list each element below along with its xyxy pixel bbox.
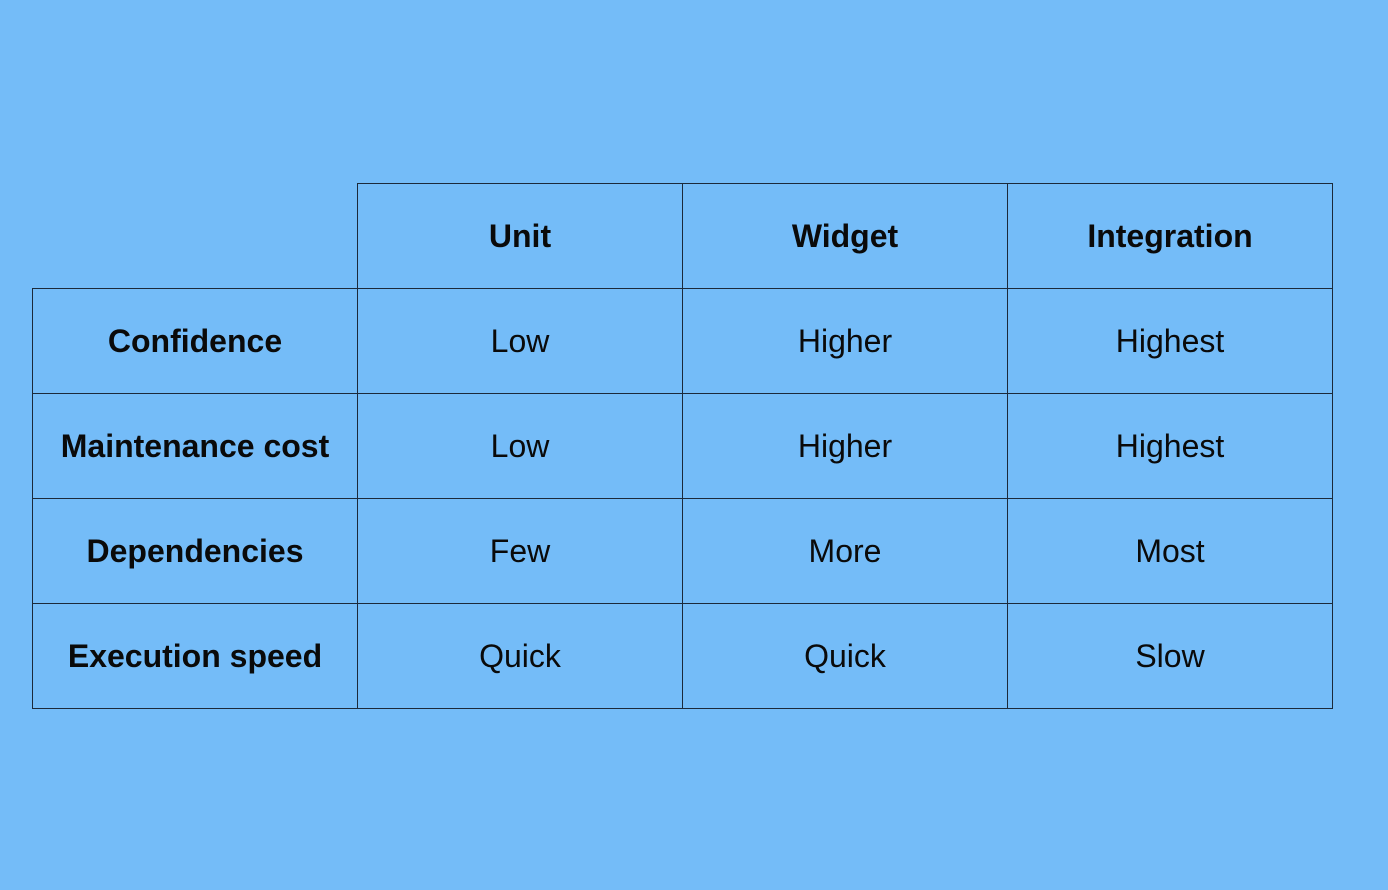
table-cell: More [682,498,1008,604]
table-cell: Highest [1007,393,1333,499]
table-row: Dependencies Few More Most [32,498,1333,604]
row-header-execution-speed: Execution speed [32,603,358,709]
column-header-widget: Widget [682,183,1008,289]
table-cell: Higher [682,393,1008,499]
comparison-table: Unit Widget Integration Confidence Low H… [32,183,1333,709]
table-cell: Quick [357,603,683,709]
row-header-confidence: Confidence [32,288,358,394]
table-row: Execution speed Quick Quick Slow [32,603,1333,709]
header-row: Unit Widget Integration [32,183,1333,289]
row-header-maintenance-cost: Maintenance cost [32,393,358,499]
table-cell: Highest [1007,288,1333,394]
table-cell: Higher [682,288,1008,394]
table-row: Confidence Low Higher Highest [32,288,1333,394]
row-header-dependencies: Dependencies [32,498,358,604]
table-cell: Most [1007,498,1333,604]
column-header-unit: Unit [357,183,683,289]
table-cell: Slow [1007,603,1333,709]
table-cell: Low [357,393,683,499]
table-row: Maintenance cost Low Higher Highest [32,393,1333,499]
table-cell: Few [357,498,683,604]
corner-cell [32,183,358,289]
column-header-integration: Integration [1007,183,1333,289]
table-cell: Low [357,288,683,394]
table-cell: Quick [682,603,1008,709]
